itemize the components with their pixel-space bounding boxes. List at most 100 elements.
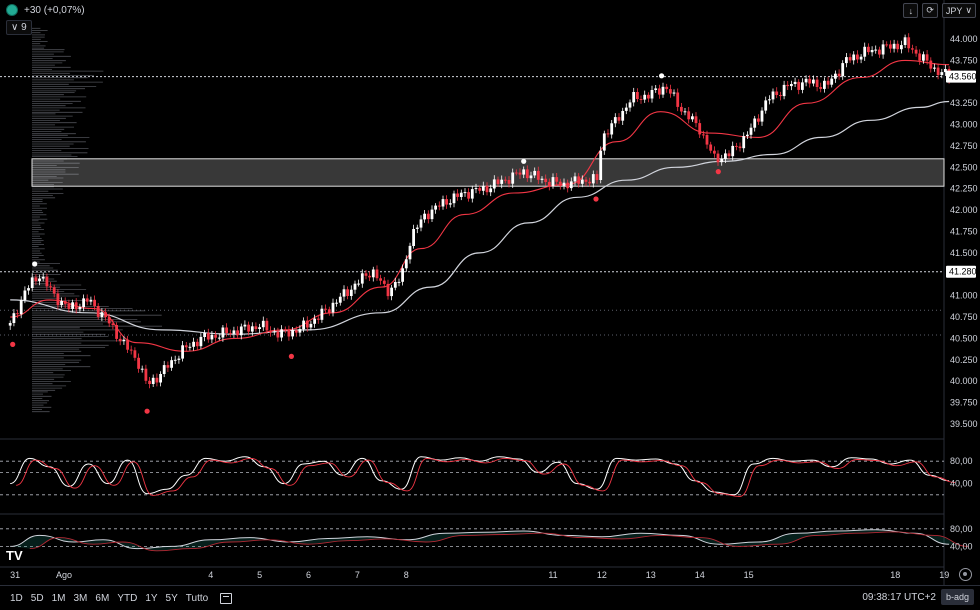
candle-body: [122, 339, 126, 342]
candle-body: [404, 259, 408, 269]
oscillator-line: [10, 456, 950, 496]
time-tick-label: 13: [646, 570, 656, 580]
candle-body: [250, 326, 254, 332]
candle-body: [225, 327, 228, 333]
refresh-button[interactable]: ⟳: [922, 3, 938, 18]
candle-body: [845, 57, 848, 64]
candle-body: [177, 358, 181, 360]
candle-body: [617, 117, 621, 121]
clock[interactable]: 09:38:17 UTC+2: [862, 592, 936, 603]
candle-body: [525, 169, 529, 179]
candle-body: [874, 49, 878, 51]
candle-body: [848, 57, 852, 61]
range-3m[interactable]: 3M: [73, 592, 88, 604]
candle-body: [423, 213, 426, 220]
candle-body: [595, 174, 599, 180]
candle-body: [654, 88, 658, 90]
candle-body: [764, 100, 768, 111]
candle-body: [269, 330, 272, 333]
candle-body: [621, 111, 625, 121]
candle-body: [936, 67, 940, 75]
candle-body: [214, 334, 217, 338]
status-dot-icon: [6, 4, 18, 16]
candle-body: [819, 87, 823, 89]
candle-body: [162, 365, 166, 374]
candle-body: [533, 170, 537, 176]
symbol-legend: +30 (+0,07%): [6, 4, 85, 16]
candle-body: [19, 300, 23, 315]
swing-high-marker: [521, 158, 527, 164]
candle-body: [727, 153, 731, 157]
candle-body: [573, 176, 577, 182]
candle-body: [459, 192, 463, 197]
candle-body: [379, 278, 382, 281]
candle-body: [507, 180, 511, 184]
range-1m[interactable]: 1M: [51, 592, 66, 604]
price-tick-label: 40.000: [950, 376, 978, 386]
time-tick-label: 12: [597, 570, 607, 580]
indicators-toggle[interactable]: ∨ 9: [6, 20, 32, 35]
price-tick-label: 42.000: [950, 205, 978, 215]
range-5y[interactable]: 5Y: [165, 592, 178, 604]
price-tick-label: 41.750: [950, 227, 978, 237]
price-tick-label: 44.000: [950, 34, 978, 44]
candle-body: [922, 54, 925, 61]
range-1d[interactable]: 1D: [10, 592, 23, 604]
download-button[interactable]: ↓: [903, 3, 919, 18]
candle-body: [540, 178, 544, 180]
candle-body: [82, 298, 85, 308]
candle-body: [900, 45, 903, 50]
candle-body: [944, 69, 947, 73]
candle-body: [647, 94, 650, 99]
calendar-icon[interactable]: [220, 592, 233, 604]
candle-body: [577, 176, 581, 184]
candle-body: [100, 312, 104, 317]
candle-body: [349, 289, 353, 296]
candle-body: [192, 341, 195, 347]
candle-body: [144, 368, 148, 381]
candle-body: [551, 177, 555, 187]
range-1y[interactable]: 1Y: [145, 592, 158, 604]
candle-body: [588, 181, 592, 184]
candle-body: [448, 203, 452, 205]
candle-body: [96, 306, 100, 317]
candle-body: [357, 283, 360, 285]
candle-body: [709, 144, 713, 151]
candle-body: [393, 282, 397, 288]
price-tick-label: 41.500: [950, 248, 978, 258]
time-tick-label: 5: [257, 570, 262, 580]
candle-body: [85, 298, 89, 302]
top-right-controls: ↓ ⟳ JPY ∨: [903, 3, 976, 18]
oscillator2-area: [10, 529, 969, 551]
candle-body: [672, 92, 676, 94]
session-badge[interactable]: b-adg: [940, 589, 974, 605]
osc2-tick-label: 40,00: [950, 541, 973, 551]
candle-body: [892, 43, 896, 49]
candle-body: [280, 329, 283, 338]
range-all[interactable]: Tutto: [185, 592, 209, 604]
range-5d[interactable]: 5D: [30, 592, 44, 604]
range-6m[interactable]: 6M: [95, 592, 110, 604]
candle-body: [566, 182, 570, 189]
candle-body: [364, 273, 368, 276]
candle-body: [562, 182, 566, 186]
candle-body: [658, 88, 661, 95]
candle-body: [698, 123, 702, 135]
swing-low-marker: [593, 196, 599, 202]
candle-body: [496, 179, 500, 184]
candle-body: [8, 323, 12, 326]
candle-body: [474, 188, 478, 190]
time-tick-label: 6: [306, 570, 311, 580]
settings-gear-icon[interactable]: [959, 568, 972, 581]
candle-body: [815, 79, 819, 87]
currency-select[interactable]: JPY ∨: [941, 3, 976, 18]
candle-body: [485, 185, 489, 193]
candle-body: [793, 81, 797, 84]
candle-body: [580, 179, 584, 184]
price-tick-label: 40.750: [950, 312, 978, 322]
candle-body: [680, 106, 683, 112]
candle-body: [797, 81, 801, 90]
candle-body: [636, 92, 639, 99]
range-ytd[interactable]: YTD: [117, 592, 138, 604]
